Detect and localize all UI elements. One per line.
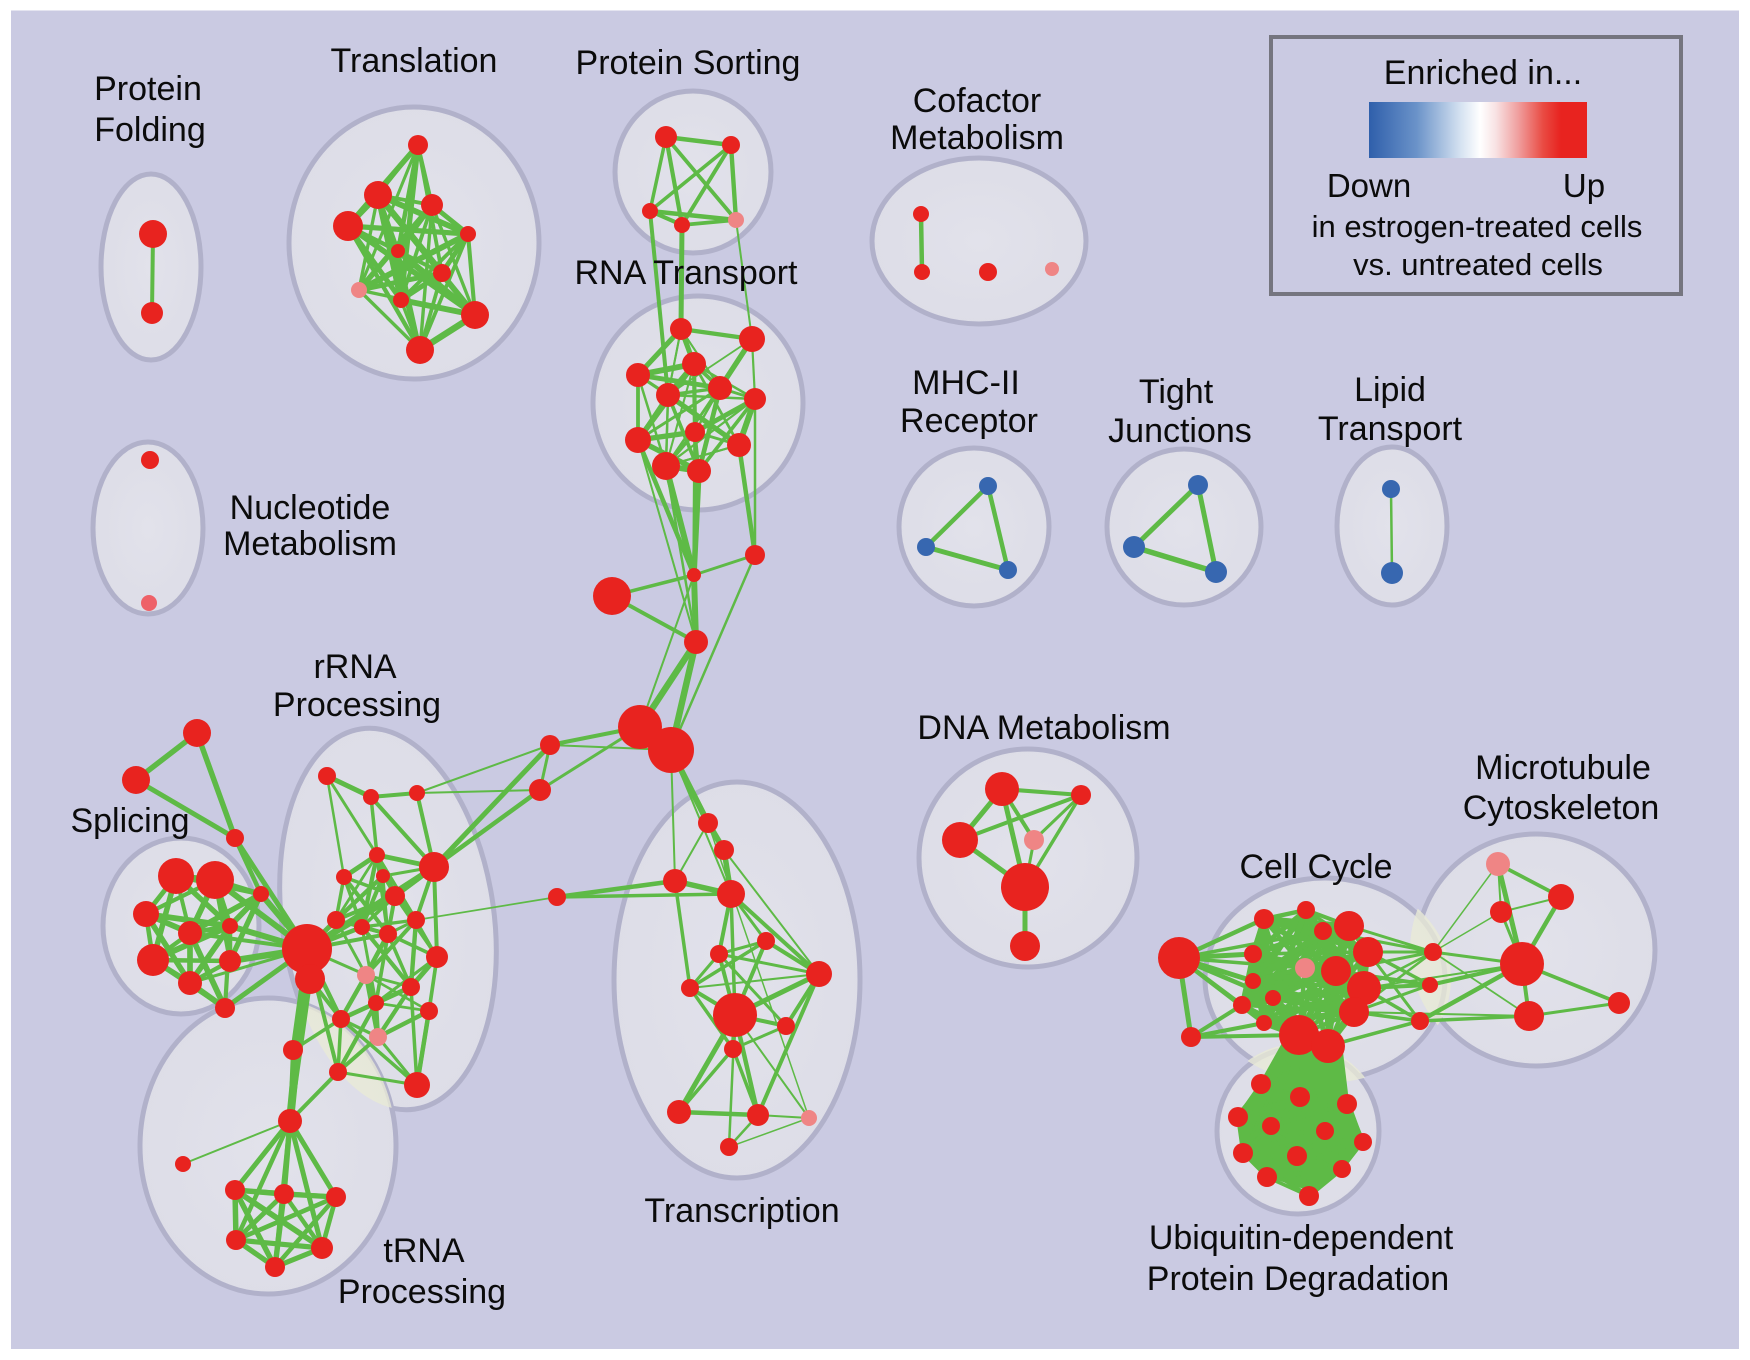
svg-text:Transport: Transport xyxy=(1318,410,1463,448)
svg-text:Metabolism: Metabolism xyxy=(223,525,397,563)
svg-text:Tight: Tight xyxy=(1139,373,1214,411)
svg-text:Splicing: Splicing xyxy=(70,802,189,840)
svg-text:Nucleotide: Nucleotide xyxy=(230,489,391,527)
svg-text:Translation: Translation xyxy=(331,42,498,80)
svg-text:Cofactor: Cofactor xyxy=(913,82,1042,120)
svg-text:tRNA: tRNA xyxy=(383,1232,465,1270)
svg-text:MHC-II: MHC-II xyxy=(912,364,1020,402)
svg-text:in estrogen-treated cells: in estrogen-treated cells xyxy=(1312,209,1643,244)
svg-text:RNA Transport: RNA Transport xyxy=(575,254,799,292)
svg-text:Protein Sorting: Protein Sorting xyxy=(576,44,801,82)
svg-text:Processing: Processing xyxy=(338,1273,506,1311)
svg-text:Down: Down xyxy=(1327,167,1411,204)
svg-text:Processing: Processing xyxy=(273,686,441,724)
svg-text:Up: Up xyxy=(1563,167,1605,204)
svg-text:Transcription: Transcription xyxy=(644,1192,839,1230)
svg-text:Cytoskeleton: Cytoskeleton xyxy=(1463,789,1660,827)
svg-text:Protein: Protein xyxy=(94,70,202,108)
svg-text:vs. untreated cells: vs. untreated cells xyxy=(1353,247,1603,282)
svg-text:Microtubule: Microtubule xyxy=(1475,749,1651,787)
svg-text:Protein Degradation: Protein Degradation xyxy=(1147,1260,1449,1298)
svg-text:DNA Metabolism: DNA Metabolism xyxy=(917,709,1170,747)
svg-text:Junctions: Junctions xyxy=(1108,412,1252,450)
svg-text:Metabolism: Metabolism xyxy=(890,119,1064,157)
svg-text:Receptor: Receptor xyxy=(900,402,1038,440)
svg-text:Cell Cycle: Cell Cycle xyxy=(1239,848,1392,886)
svg-text:Folding: Folding xyxy=(94,111,206,149)
svg-text:rRNA: rRNA xyxy=(313,648,396,686)
svg-text:Enriched in...: Enriched in... xyxy=(1384,54,1582,92)
svg-text:Lipid: Lipid xyxy=(1354,371,1426,409)
svg-text:Ubiquitin-dependent: Ubiquitin-dependent xyxy=(1149,1219,1454,1257)
